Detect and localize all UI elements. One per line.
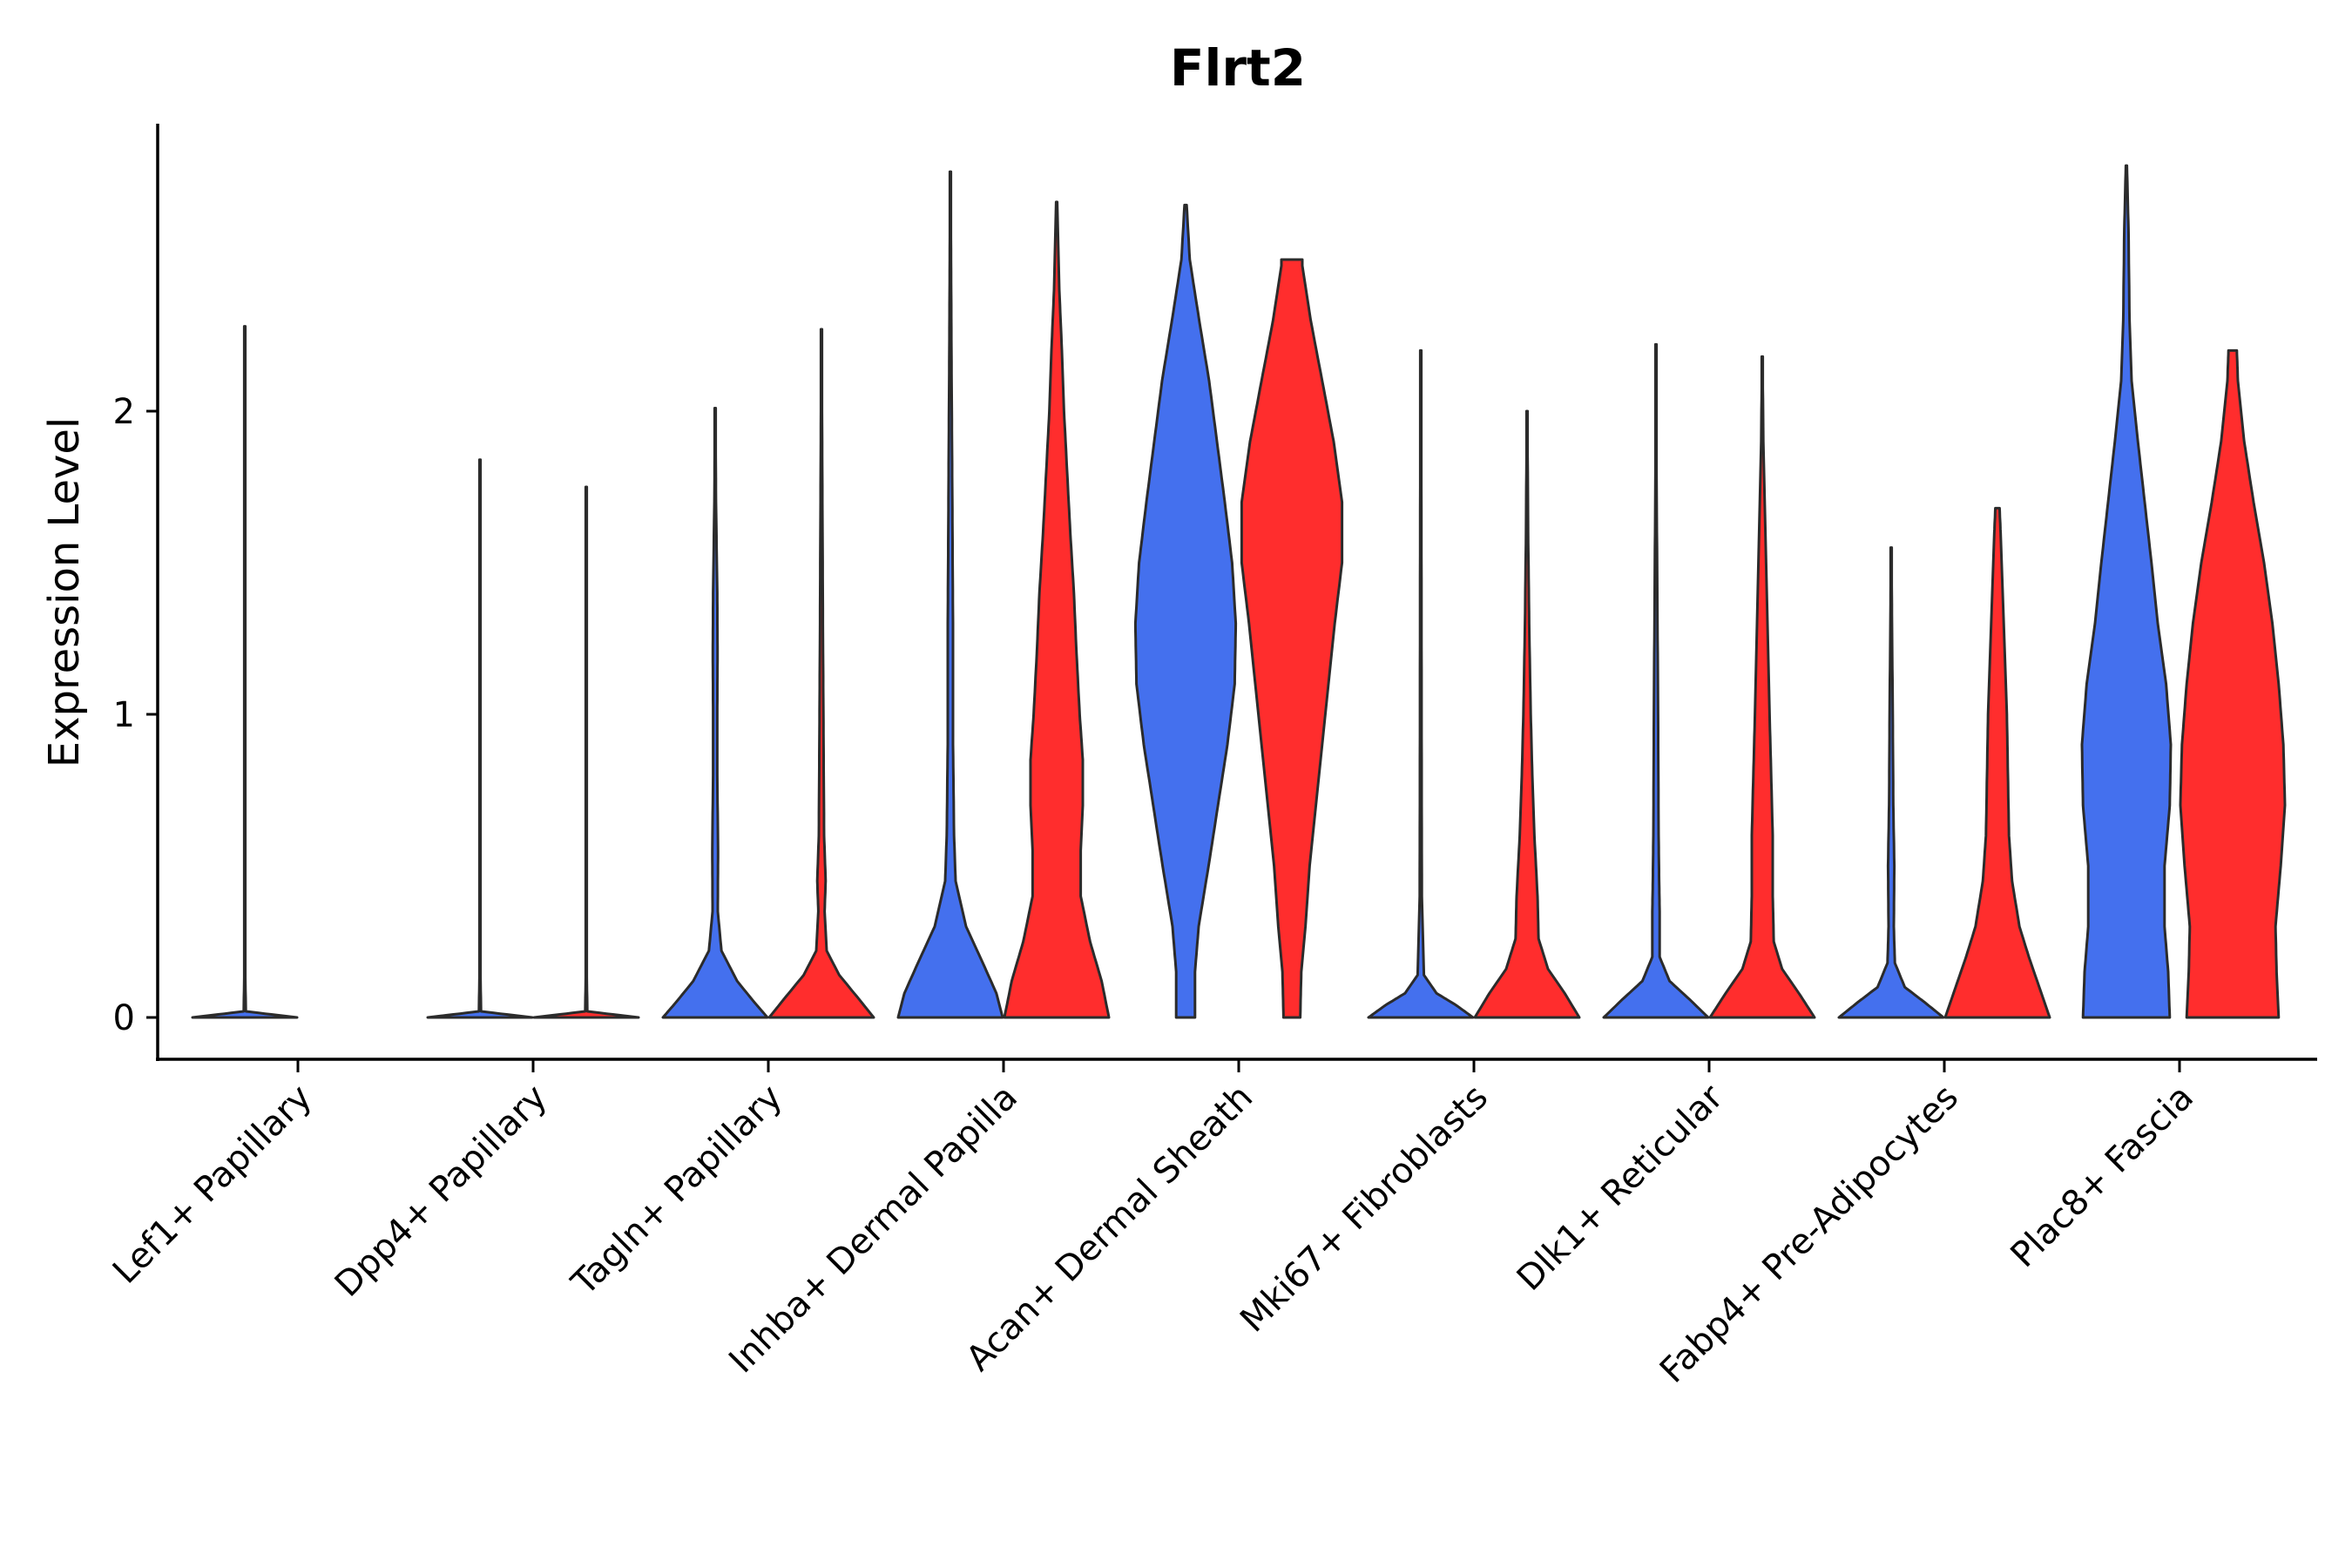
violin-group1-2 [661, 407, 769, 1019]
y-tick-label: 0 [113, 998, 135, 1038]
violin-group2-5 [1473, 409, 1581, 1019]
x-tick-label: Mki67+ Fibroblasts [1233, 1078, 1496, 1341]
x-ticks: Lef1+ Papillary Dpp4+ Papillary Tagln+ Pap… [105, 1059, 2201, 1391]
x-tick-label: Tagln+ Papillary [564, 1078, 790, 1304]
x-tick-label: Plac8+ Fascia [2004, 1078, 2202, 1276]
violin-group2-4 [1240, 258, 1344, 1019]
y-axis-label: Expression Level [40, 417, 89, 768]
violin-group1-3 [896, 170, 1004, 1019]
y-tick-label: 2 [113, 392, 135, 432]
violin-group2-6 [1708, 355, 1816, 1019]
y-ticks: 0 1 2 [113, 392, 158, 1038]
axes-layer [156, 124, 2317, 1061]
violin-group2-8 [2179, 348, 2287, 1019]
violins-layer [191, 164, 2287, 1019]
violin-group1-7 [1837, 546, 1945, 1019]
violin-group2-3 [1003, 200, 1111, 1019]
violin-group2-1 [532, 485, 640, 1019]
violin-group2-2 [767, 328, 875, 1019]
violin-group2-7 [1943, 506, 2051, 1019]
violin-group1-5 [1367, 348, 1475, 1019]
violin-group1-6 [1602, 342, 1710, 1019]
violin-group1-4 [1133, 203, 1238, 1019]
x-tick-label: Lef1+ Papillary [105, 1078, 320, 1292]
violin-group1-8 [2080, 164, 2173, 1019]
y-tick-label: 1 [113, 695, 135, 735]
violin-group1-1 [426, 458, 534, 1019]
x-tick-label: Dpp4+ Papillary [328, 1078, 555, 1305]
x-tick-label: Dlk1+ Reticular [1510, 1077, 1732, 1299]
chart-title: Flrt2 [1170, 38, 1306, 98]
violin-group1-0 [191, 325, 299, 1019]
